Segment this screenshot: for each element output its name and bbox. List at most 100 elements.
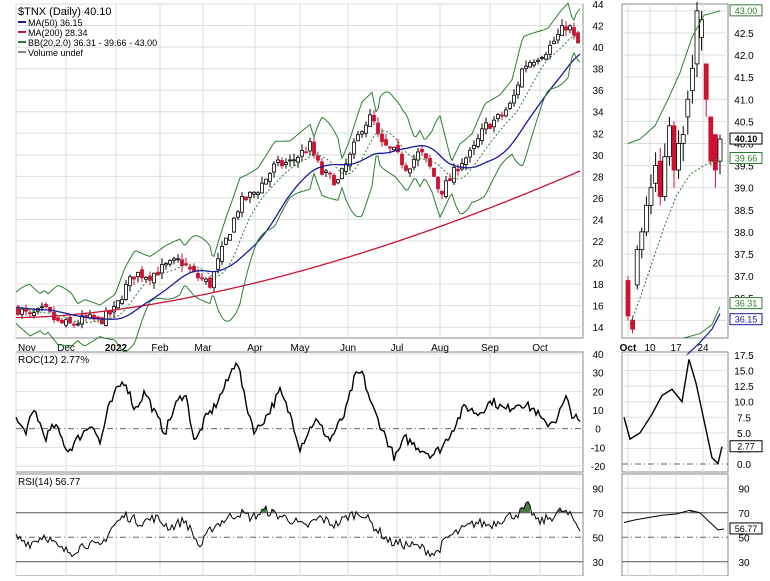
zoom-ma50-line xyxy=(685,313,721,357)
main-y-tick-label: 18 xyxy=(592,280,604,291)
candle-body xyxy=(128,276,132,287)
zoom-candle-body xyxy=(625,280,631,317)
candle-body xyxy=(488,123,492,129)
candle-body xyxy=(368,114,372,128)
badge-label: 56.77 xyxy=(735,524,758,534)
candle-body xyxy=(404,165,408,171)
candle-body xyxy=(288,159,292,162)
candle-body xyxy=(216,258,220,270)
candle-body xyxy=(152,272,156,284)
zoom-y-tick-label: 39.5 xyxy=(734,162,754,173)
candle-body xyxy=(468,149,472,158)
rsi-y-tick-label: 50 xyxy=(592,533,604,544)
roc-zoom-y-tick-label: 10.0 xyxy=(734,398,754,409)
zoom-candle-body xyxy=(713,134,718,171)
candle-body xyxy=(384,139,388,146)
zoom-candle-body xyxy=(680,134,686,144)
candle-body xyxy=(144,277,148,280)
candle-body xyxy=(176,258,180,261)
candle-body xyxy=(528,62,532,68)
candle-body xyxy=(316,155,320,161)
candle-body xyxy=(360,131,364,135)
ma200-line xyxy=(16,170,581,319)
candle-body xyxy=(348,153,352,167)
zoom-y-tick-label: 42.0 xyxy=(734,51,754,62)
candle-body xyxy=(268,173,272,182)
candle-body xyxy=(372,114,376,122)
zoom-candle-body xyxy=(676,143,681,171)
zoom-y-tick-label: 38.5 xyxy=(734,206,754,217)
main-y-tick-label: 34 xyxy=(592,108,604,119)
rsi-y-tick-label: 70 xyxy=(592,509,604,520)
main-y-tick-label: 36 xyxy=(592,86,604,97)
rsi-zoom-y-tick-label: 90 xyxy=(738,484,750,495)
candle-body xyxy=(552,40,556,44)
candle-body xyxy=(340,168,344,180)
main-y-tick-label: 40 xyxy=(592,43,604,54)
zoom-candle-body xyxy=(690,67,695,91)
main-x-tick-label: Apr xyxy=(247,343,263,354)
candle-body xyxy=(44,304,48,307)
zoom-panel-border xyxy=(621,3,729,339)
zoom-candle-body xyxy=(639,231,645,250)
rsi-line xyxy=(15,501,581,558)
candle-body xyxy=(264,178,268,185)
candle-body xyxy=(496,114,500,119)
badge-label: 39.66 xyxy=(735,154,758,164)
ma50-line xyxy=(15,53,581,320)
candle-body xyxy=(568,25,572,31)
zoom-y-tick-label: 40.0 xyxy=(734,139,754,150)
candle-body xyxy=(212,271,216,289)
zoom-y-tick-label: 42.5 xyxy=(734,29,754,40)
candle-body xyxy=(180,259,184,267)
candle-body xyxy=(364,124,368,134)
candle-body xyxy=(148,275,152,281)
roc-title: ROC(12) 2.77% xyxy=(18,355,89,366)
zoom-price-badge: 43.00 xyxy=(729,4,763,17)
candle-body xyxy=(376,122,380,135)
main-y-tick-label: 38 xyxy=(592,65,604,76)
candle-body xyxy=(252,191,256,195)
zoom-candles xyxy=(625,2,723,334)
zoom-y-tick-label: 39.0 xyxy=(734,184,754,195)
main-y-tick-label: 24 xyxy=(592,215,604,226)
candle-body xyxy=(540,57,544,59)
roc-zoom-y-tick-label: 5.0 xyxy=(737,429,751,440)
zoom-candle-body xyxy=(667,125,672,158)
roc-badge: 2.77 xyxy=(729,440,763,453)
candle-body xyxy=(388,146,392,149)
candle-body xyxy=(556,34,560,41)
roc-y-tick-label: 0 xyxy=(595,425,601,436)
candle-body xyxy=(448,178,452,182)
candle-body xyxy=(60,319,64,324)
candle-body xyxy=(392,146,396,151)
candle-body xyxy=(464,157,468,165)
candle-body xyxy=(440,190,444,195)
candle-body xyxy=(472,144,476,150)
candle-body xyxy=(412,159,416,168)
candle-body xyxy=(480,128,484,141)
candle-body xyxy=(208,277,212,288)
candle-body xyxy=(292,159,296,162)
main-x-tick-label: Nov xyxy=(18,343,36,354)
candle-body xyxy=(244,196,248,201)
candle-body xyxy=(332,174,336,186)
candle-body xyxy=(344,163,348,172)
candle-body xyxy=(68,317,72,324)
candle-body xyxy=(76,323,80,326)
candle-body xyxy=(80,315,84,325)
legend-entry: BB(20,2.0) 36.31 - 39.66 - 43.00 xyxy=(28,38,157,48)
candle-body xyxy=(132,276,136,280)
candle-body xyxy=(436,176,440,190)
candle-body xyxy=(16,306,20,315)
candle-body xyxy=(172,258,176,261)
roc-y-tick-label: 20 xyxy=(592,387,604,398)
zoom-candle-body xyxy=(708,116,714,162)
badge-box xyxy=(729,440,763,453)
roc-y-tick-label: 10 xyxy=(592,406,604,417)
rsi-zoom-line xyxy=(623,509,725,531)
zoom-y-tick-label: 38.0 xyxy=(734,228,754,239)
main-x-tick-label: Dec xyxy=(57,343,75,354)
zoom-candle-body xyxy=(685,98,691,118)
candle-body xyxy=(296,157,300,163)
